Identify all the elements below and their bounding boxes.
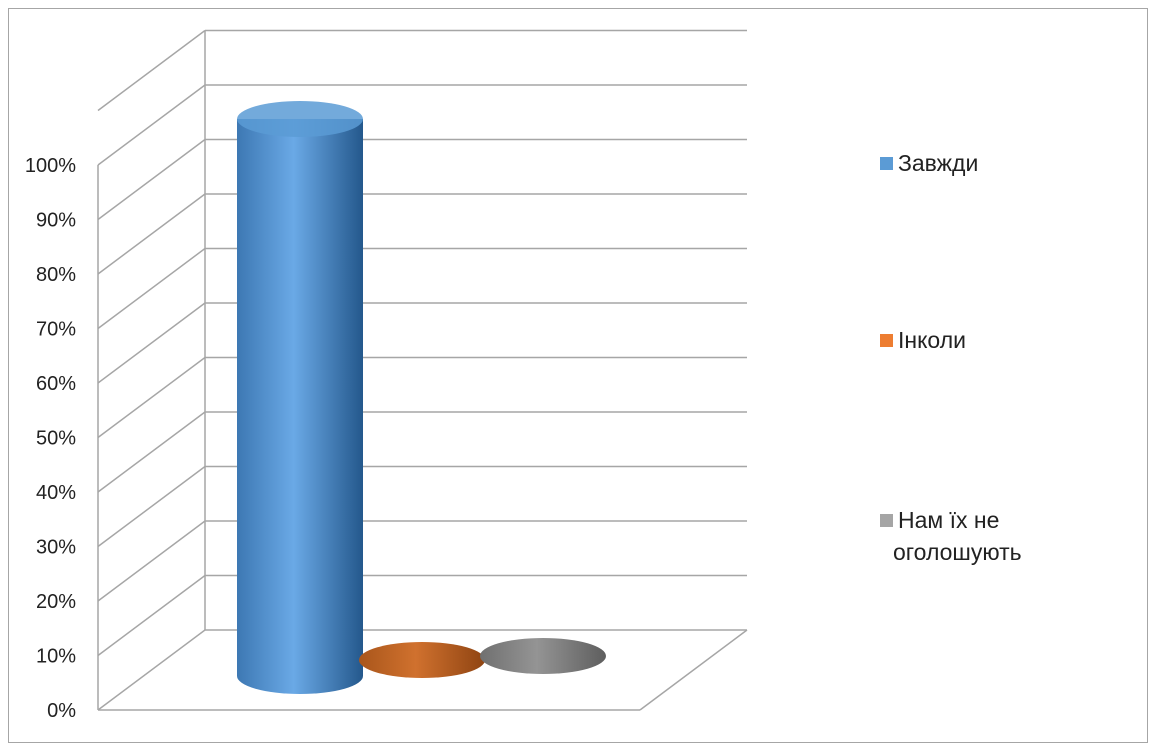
bar-top [359,642,485,678]
side-gridline [97,302,206,384]
bar-3 [480,638,606,674]
side-gridline [97,574,206,657]
side-gridline [97,411,206,493]
y-tick-label: 90% [36,210,76,232]
bar-2 [359,642,485,678]
side-gridline [97,84,206,166]
legend-item: Завжди [880,150,978,176]
legend: Завжди Інколи Нам їх не оголошують [880,150,1022,565]
side-gridline [97,247,206,330]
side-gridline [97,193,206,275]
y-tick-label: 70% [36,319,76,341]
y-tick-label: 60% [36,373,76,395]
y-tick-label: 100% [25,155,76,177]
legend-item: Інколи [880,327,966,353]
side-gridline [97,629,206,711]
y-tick-label: 80% [36,264,76,286]
legend-swatch [880,157,893,170]
y-axis-ticks: 0% 10% 20% 30% 40% 50% 60% 70% 80% 90% 100% [25,155,76,722]
legend-swatch [880,514,893,527]
bar-1 [237,101,363,694]
y-tick-label: 50% [36,428,76,450]
y-tick-label: 0% [47,700,76,722]
chart-walls [97,29,748,711]
bar-top [480,638,606,674]
y-tick-label: 30% [36,537,76,559]
y-tick-label: 40% [36,482,76,504]
floor-right-edge [639,629,748,711]
side-gridline [97,138,206,221]
side-gridline [97,29,206,112]
side-gridline [97,356,206,439]
bar-top [237,101,363,137]
y-tick-label: 10% [36,646,76,668]
legend-swatch [880,334,893,347]
legend-label: Завжди [898,150,978,176]
y-tick-label: 20% [36,591,76,613]
legend-item: Нам їх не оголошують [880,507,1022,565]
side-gridline [97,465,206,548]
side-gridline [97,520,206,602]
bars [237,101,606,694]
chart-frame [8,8,1148,743]
legend-label: Нам їх не оголошують [893,507,1022,565]
bar-body [237,119,363,694]
legend-label: Інколи [898,327,966,353]
